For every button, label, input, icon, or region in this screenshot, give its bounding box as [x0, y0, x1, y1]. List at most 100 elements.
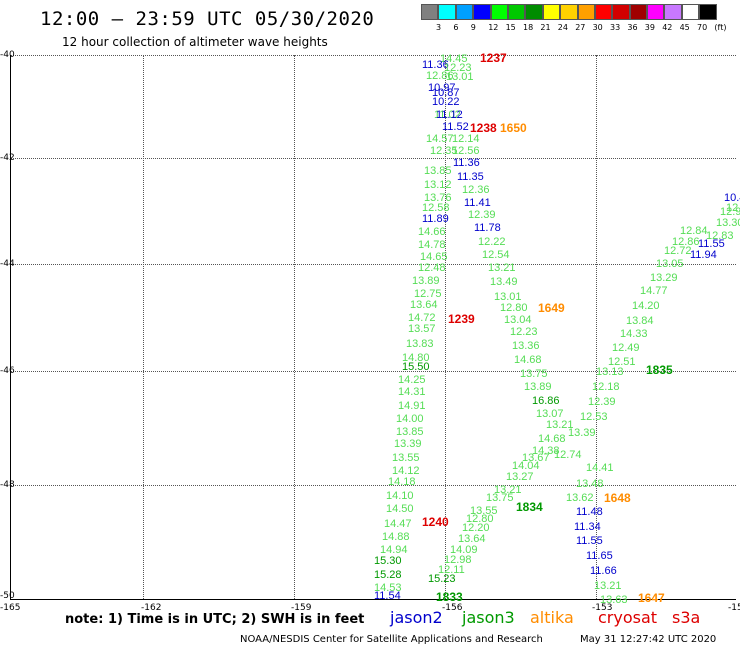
- wave-height-reading: 13.83: [406, 338, 434, 350]
- color-scale-label: 39: [644, 23, 655, 32]
- latitude-label: -46: [0, 366, 15, 376]
- wave-height-reading: 12.58: [422, 202, 450, 214]
- wave-height-reading: 15.50: [402, 361, 430, 373]
- wave-height-reading: 13.01: [494, 291, 522, 303]
- wave-height-reading: 11.02: [434, 109, 461, 121]
- grid-line-meridian: [294, 55, 295, 599]
- wave-height-reading: 12.49: [612, 342, 640, 354]
- wave-height-reading: 13.55: [392, 452, 420, 464]
- wave-height-reading: 13.89: [524, 381, 552, 393]
- wave-height-reading: 11.94: [690, 249, 717, 261]
- wave-height-reading: 14.65: [420, 251, 448, 263]
- wave-height-reading: 14.38: [532, 445, 560, 457]
- wave-height-reading: 11.12: [436, 109, 463, 121]
- legend-jason3: jason3: [462, 608, 515, 627]
- wave-height-reading: 11.35: [457, 171, 484, 183]
- color-scale-swatch: [525, 4, 543, 20]
- color-scale-swatch: [455, 4, 474, 20]
- wave-height-reading: 14.53: [374, 582, 402, 594]
- longitude-label: -165: [0, 603, 21, 613]
- grid-line-parallel: [11, 485, 736, 486]
- grid-line-meridian: [596, 55, 597, 599]
- wave-height-reading: 14.18: [388, 476, 416, 488]
- wave-height-reading: 14.31: [398, 386, 426, 398]
- map-plot-area: [10, 55, 736, 600]
- wave-height-reading: 11.52: [442, 121, 469, 133]
- map-subtitle: 12 hour collection of altimeter wave hei…: [62, 35, 328, 49]
- longitude-label: -150: [728, 603, 740, 613]
- wave-height-reading: 13.64: [410, 299, 438, 311]
- color-scale-swatch: [542, 4, 561, 20]
- wave-height-reading: 11.36: [422, 59, 449, 71]
- wave-height-reading: 10.22: [432, 96, 460, 108]
- wave-height-reading: 14.68: [514, 354, 542, 366]
- track-time-label: 1240: [422, 515, 449, 529]
- color-scale-label: 15: [505, 23, 516, 32]
- wave-height-reading: 13.49: [490, 276, 518, 288]
- wave-height-reading: 14.10: [386, 490, 414, 502]
- wave-height-reading: 13.76: [424, 192, 452, 204]
- wave-height-reading: 14.47: [384, 518, 412, 530]
- wave-height-reading: 15.30: [374, 555, 402, 567]
- wave-height-reading: 11.34: [574, 521, 601, 533]
- wave-height-reading: 11.41: [464, 197, 491, 209]
- wave-height-reading: 12.11: [438, 564, 465, 576]
- color-scale-label: 70: [697, 23, 708, 32]
- legend-s3a: s3a: [672, 608, 701, 627]
- wave-height-reading: 12.22: [478, 236, 506, 248]
- track-time-label: 1650: [500, 121, 527, 135]
- wave-height-reading: 13.84: [626, 315, 654, 327]
- wave-height-reading: 13.75: [486, 492, 514, 504]
- wave-height-reading: 11.78: [474, 222, 501, 234]
- wave-height-reading: 12.35: [430, 145, 458, 157]
- track-time-label: 1647: [638, 591, 665, 605]
- wave-height-reading: 13.62: [566, 492, 594, 504]
- wave-height-reading: 12.53: [580, 411, 608, 423]
- units-note: note: 1) Time is in UTC; 2) SWH is in fe…: [65, 612, 365, 627]
- wave-height-reading: 12.72: [664, 245, 692, 257]
- wave-height-reading: 11.55: [576, 535, 603, 547]
- wave-height-reading: 13.04: [504, 314, 532, 326]
- legend-altika: altika: [530, 608, 574, 627]
- wave-height-reading: 13.21: [546, 419, 574, 431]
- wave-height-reading: 12.86: [426, 70, 454, 82]
- wave-height-reading: 12.23: [444, 62, 472, 74]
- wave-height-reading: 12.83: [706, 230, 734, 242]
- wave-height-reading: 11.66: [590, 565, 617, 577]
- wave-height-reading: 12.23: [510, 326, 538, 338]
- wave-height-reading: 13.30: [716, 217, 740, 229]
- color-scale-swatch: [490, 4, 508, 20]
- grid-line-meridian: [445, 55, 446, 599]
- wave-height-reading: 13.21: [488, 262, 516, 274]
- wave-height-reading: 11.48: [576, 506, 603, 518]
- wave-height-reading: 12.36: [462, 184, 490, 196]
- longitude-label: -162: [141, 603, 162, 613]
- wave-height-reading: 11.89: [422, 213, 449, 225]
- wave-height-reading: 13.07: [536, 408, 564, 420]
- wave-height-reading: 13.29: [650, 272, 678, 284]
- color-scale-swatch: [647, 4, 665, 20]
- latitude-label: -42: [0, 153, 15, 163]
- track-time-label: 1834: [516, 500, 543, 514]
- wave-height-reading: 14.68: [538, 433, 566, 445]
- generation-timestamp: May 31 12:27:42 UTC 2020: [580, 634, 717, 645]
- map-title: 12:00 – 23:59 UTC 05/30/2020: [40, 8, 375, 30]
- wave-height-reading: 12.5: [726, 202, 740, 214]
- wave-height-reading: 14.72: [408, 312, 436, 324]
- wave-height-reading: 13.12: [424, 179, 452, 191]
- color-scale-label: 6: [453, 23, 459, 32]
- color-scale-label: 9: [470, 23, 476, 32]
- color-scale-swatch: [664, 4, 682, 20]
- color-scale-swatch: [438, 4, 456, 20]
- wave-height-reading: 14.09: [450, 544, 478, 556]
- grid-line-parallel: [11, 158, 736, 159]
- latitude-label: -40: [0, 50, 15, 60]
- wave-height-reading: 14.00: [396, 413, 424, 425]
- wave-height-reading: 14.45: [440, 53, 468, 65]
- wave-height-reading: 13.13: [596, 366, 624, 378]
- wave-height-reading: 13.01: [446, 71, 474, 83]
- wave-height-reading: 11.65: [586, 550, 613, 562]
- color-scale-swatch: [594, 4, 613, 20]
- wave-height-reading: 12.98: [444, 554, 472, 566]
- longitude-label: -153: [592, 603, 613, 613]
